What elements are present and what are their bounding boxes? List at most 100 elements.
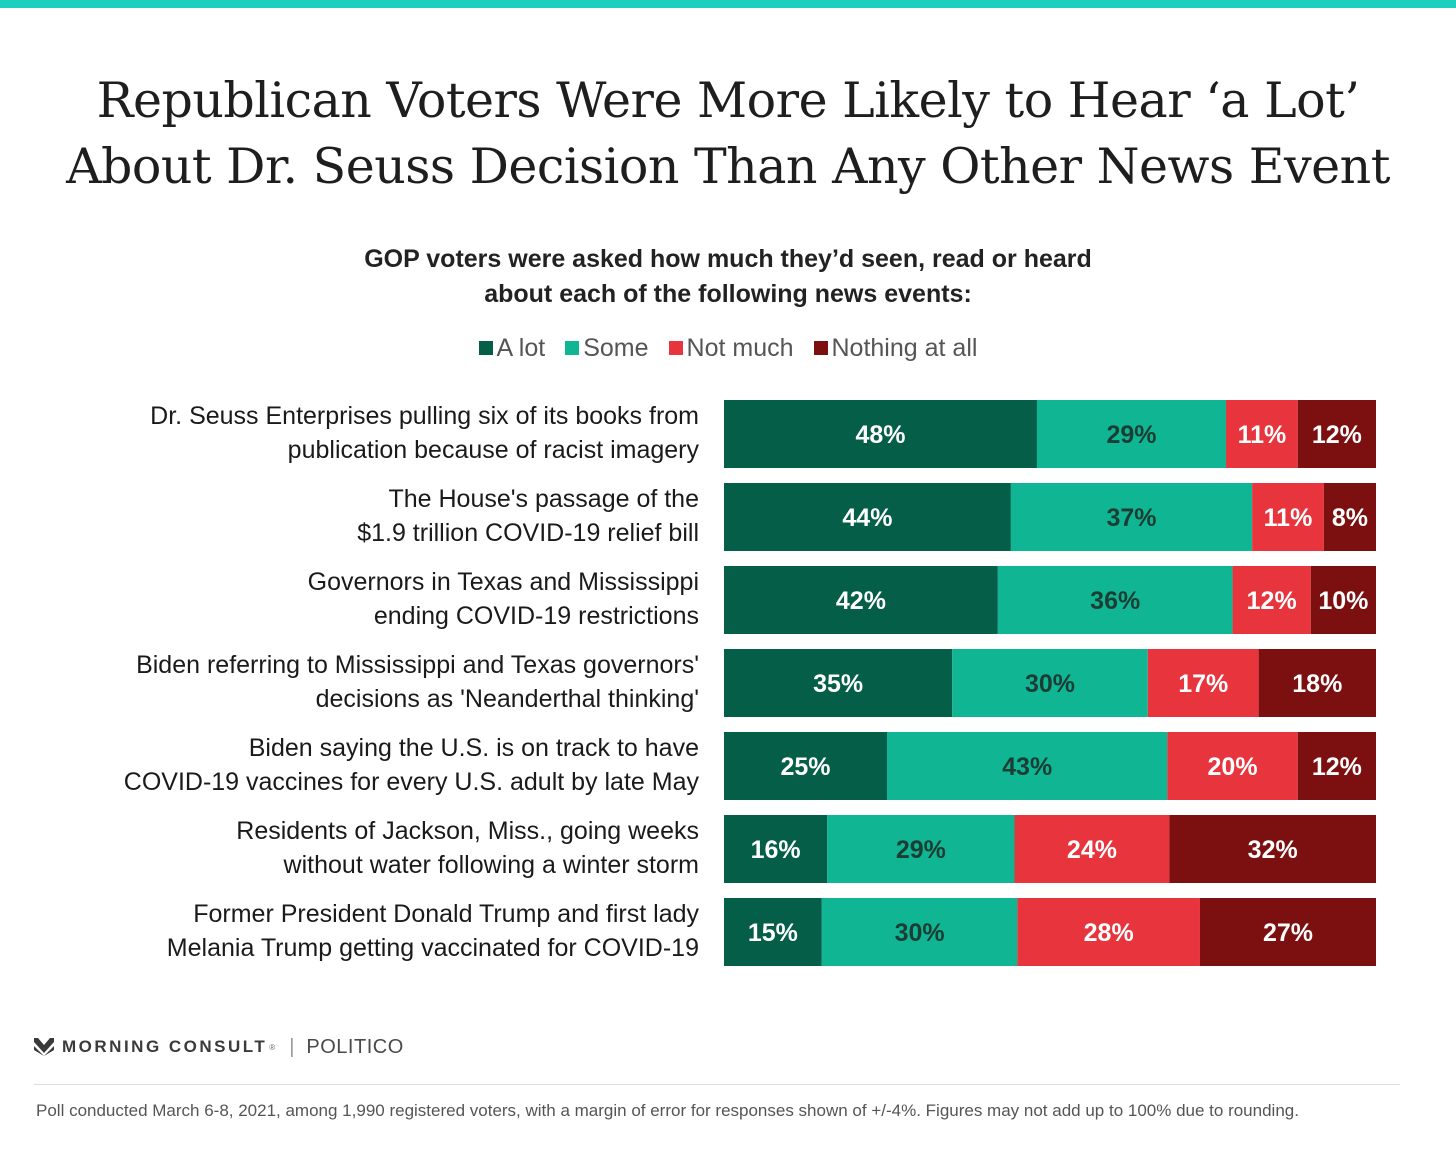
brand-trademark: ® (269, 1042, 276, 1052)
row-label-line: COVID-19 vaccines for every U.S. adult b… (123, 768, 699, 796)
row-label: Governors in Texas and Mississippi ending… (40, 565, 699, 633)
chart-title-line-2: About Dr. Seuss Decision Than Any Other … (66, 138, 1390, 195)
bar-segment-not-much (1147, 649, 1259, 717)
data-label-nothing-at-all: 12% (1312, 753, 1362, 781)
bar-segment-nothing-at-all (1169, 815, 1376, 883)
data-label-not-much: 20% (1208, 753, 1258, 781)
row-label: Dr. Seuss Enterprises pulling six of its… (40, 399, 699, 467)
bar-segment-nothing-at-all (1310, 566, 1376, 634)
chart-title-line-1: Republican Voters Were More Likely to He… (96, 72, 1360, 129)
data-label-not-much: 24% (1067, 836, 1117, 864)
data-label-a-lot: 16% (751, 836, 801, 864)
row-label: Residents of Jackson, Miss., going weeks… (40, 814, 699, 882)
chart-subtitle-line-1: GOP voters were asked how much they’d se… (364, 245, 1092, 273)
legend-item-nothing-at-all: Nothing at all (813, 332, 978, 364)
data-label-some: 29% (1106, 421, 1156, 449)
row-label-line: Governors in Texas and Mississippi (307, 568, 699, 596)
row-label-line: Biden referring to Mississippi and Texas… (136, 651, 699, 679)
bar-segment-nothing-at-all (1297, 400, 1376, 468)
data-label-some: 29% (896, 836, 946, 864)
bar-segment-not-much (1232, 566, 1311, 634)
data-label-some: 30% (1025, 670, 1075, 698)
bar-segment-a-lot (724, 566, 998, 634)
legend-item-some: Some (565, 332, 649, 364)
data-label-not-much: 17% (1178, 670, 1228, 698)
row-label: The House's passage of the $1.9 trillion … (40, 482, 699, 550)
data-label-not-much: 12% (1247, 587, 1297, 615)
legend-label-nothing-at-all: Nothing at all (831, 334, 978, 362)
bar-segment-nothing-at-all (1297, 732, 1376, 800)
top-accent-rule (0, 0, 1456, 8)
methodology-note: Poll conducted March 6-8, 2021, among 1,… (36, 1101, 1299, 1120)
row-label-line: Melania Trump getting vaccinated for COV… (166, 934, 699, 962)
row-label-line: ending COVID-19 restrictions (373, 602, 699, 630)
legend-swatch-a-lot (478, 341, 493, 355)
data-label-not-much: 11% (1264, 504, 1313, 532)
bar-segment-a-lot (724, 400, 1037, 468)
bar-segment-a-lot (724, 649, 953, 717)
bar-segment-not-much (1014, 815, 1170, 883)
brand-name: MORNING CONSULT (62, 1037, 268, 1056)
data-label-a-lot: 35% (813, 670, 863, 698)
chart-subtitle-line-2: about each of the following news events: (484, 280, 972, 308)
row-label-line: decisions as 'Neanderthal thinking' (315, 685, 699, 713)
bar-segment-some (887, 732, 1168, 800)
bar-segment-some (827, 815, 1015, 883)
data-label-a-lot: 48% (855, 421, 905, 449)
chart-subtitle: GOP voters were asked how much they’d se… (0, 242, 1456, 312)
bar-segment-nothing-at-all (1199, 898, 1376, 966)
bar-segment-some (1036, 400, 1227, 468)
legend-label-not-much: Not much (686, 334, 794, 362)
data-label-nothing-at-all: 27% (1263, 919, 1313, 947)
legend-item-not-much: Not much (668, 332, 794, 364)
row-label-line: publication because of racist imagery (287, 436, 699, 464)
bar-segment-not-much (1167, 732, 1298, 800)
row-label-line: $1.9 trillion COVID-19 relief bill (357, 519, 699, 547)
bar-segment-nothing-at-all (1258, 649, 1376, 717)
legend-label-some: Some (583, 334, 649, 362)
data-label-nothing-at-all: 18% (1292, 670, 1342, 698)
row-label-line: Former President Donald Trump and first … (193, 900, 699, 928)
bar-segment-a-lot (724, 732, 887, 800)
data-label-some: 43% (1002, 753, 1052, 781)
stacked-bar-chart: 48% 29% 11% 12% 44% 37% 11% 8% 42% 36% 12% 10% 35% 30… (724, 400, 1376, 966)
data-label-nothing-at-all: 10% (1318, 587, 1368, 615)
data-label-not-much: 28% (1084, 919, 1134, 947)
legend-swatch-not-much (668, 341, 683, 355)
row-label-line: Dr. Seuss Enterprises pulling six of its… (150, 402, 699, 430)
bar-segment-some (952, 649, 1148, 717)
data-label-nothing-at-all: 12% (1312, 421, 1362, 449)
row-label: Biden referring to Mississippi and Texas… (40, 648, 699, 716)
partner-name: POLITICO (306, 1035, 404, 1058)
data-label-a-lot: 44% (842, 504, 892, 532)
chart-title: Republican Voters Were More Likely to He… (0, 68, 1456, 200)
bar-segment-a-lot (724, 483, 1011, 551)
brand-separator: | (289, 1035, 295, 1058)
data-label-some: 37% (1106, 504, 1156, 532)
legend-item-a-lot: A lot (478, 332, 546, 364)
row-label: Former President Donald Trump and first … (40, 897, 699, 965)
bar-segment-some (1010, 483, 1253, 551)
row-label: Biden saying the U.S. is on track to hav… (40, 731, 699, 799)
chart-legend: A lot Some Not much Nothing at all (0, 332, 1456, 364)
legend-label-a-lot: A lot (496, 334, 546, 362)
morning-consult-logo: MORNING CONSULT ® | POLITICO (34, 1035, 404, 1059)
bar-segment-some (997, 566, 1233, 634)
bar-segment-a-lot (724, 815, 828, 883)
data-label-a-lot: 42% (836, 587, 886, 615)
data-label-nothing-at-all: 8% (1332, 504, 1368, 532)
bar-segment-a-lot (724, 898, 822, 966)
data-label-a-lot: 25% (780, 753, 830, 781)
bar-segment-some (821, 898, 1018, 966)
row-label-line: without water following a winter storm (283, 851, 699, 879)
legend-swatch-nothing-at-all (813, 341, 828, 355)
data-label-some: 36% (1090, 587, 1140, 615)
data-label-a-lot: 15% (748, 919, 798, 947)
bar-segment-nothing-at-all (1323, 483, 1376, 551)
bar-segment-not-much (1226, 400, 1298, 468)
row-label-line: Biden saying the U.S. is on track to hav… (248, 734, 699, 762)
legend-swatch-some (565, 341, 580, 355)
row-label-line: Residents of Jackson, Miss., going weeks (236, 817, 699, 845)
row-label-line: The House's passage of the (388, 485, 699, 513)
bar-segment-not-much (1252, 483, 1324, 551)
